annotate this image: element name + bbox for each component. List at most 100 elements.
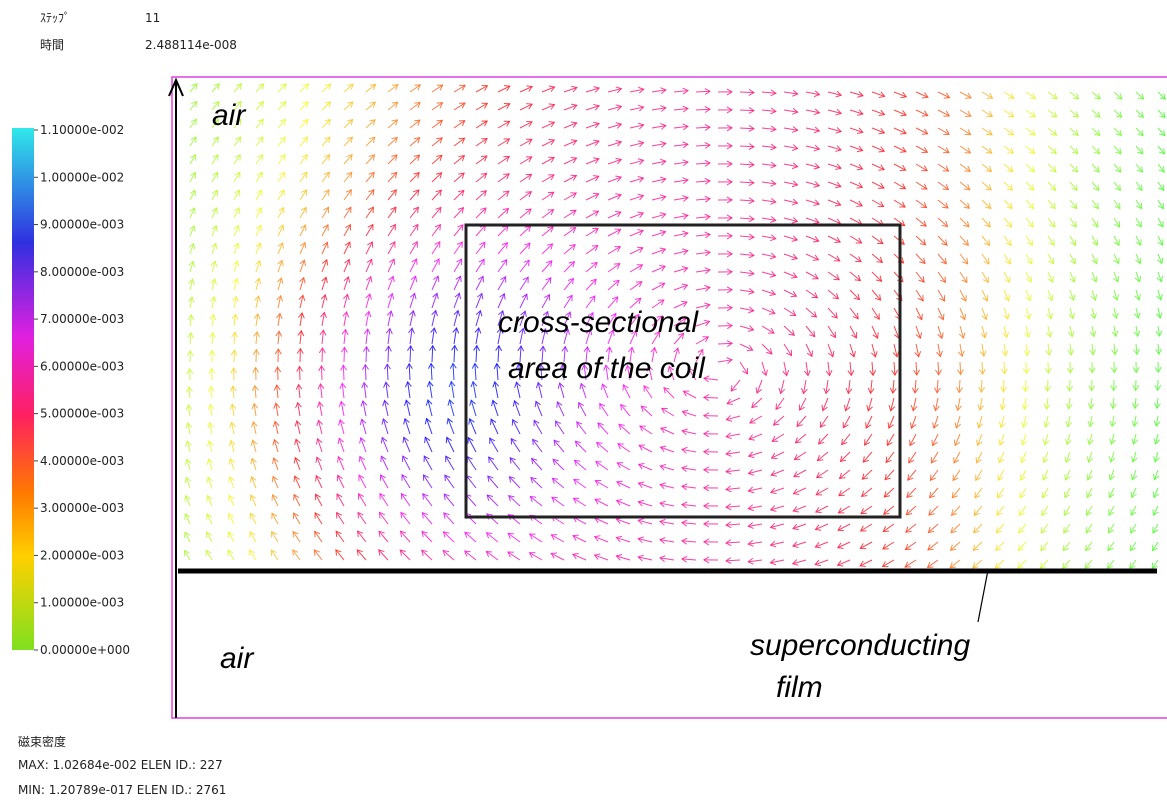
step-label: ｽﾃｯﾌﾟ (40, 11, 70, 25)
vector-head (250, 550, 255, 556)
vector-head (776, 404, 781, 410)
annotation: area of the coil (508, 352, 706, 385)
vector-head (235, 155, 240, 161)
time-value: 2.488114e-008 (145, 38, 237, 52)
vector (726, 560, 740, 561)
vector (960, 362, 961, 375)
colorbar-label: 1.00000e-002 (40, 170, 124, 184)
vector-head (481, 139, 487, 144)
vector (740, 164, 754, 165)
vector-head (1064, 527, 1069, 533)
annotation: film (776, 671, 823, 704)
vector-head (618, 444, 624, 449)
vector (432, 346, 433, 362)
vector-head (315, 531, 320, 537)
vector (321, 366, 322, 380)
vector (740, 110, 754, 111)
colorbar-label: 3.00000e-003 (40, 501, 124, 515)
vector (696, 91, 710, 92)
vector-head (965, 148, 971, 153)
vector (498, 346, 499, 362)
vector (454, 346, 455, 362)
vector-head (596, 462, 602, 467)
vector (299, 366, 300, 380)
vector-head (337, 513, 342, 519)
vector-head (943, 166, 949, 171)
colorbar-label: 0.00000e+000 (40, 643, 130, 657)
vector (740, 182, 754, 183)
colorbar-label: 1.10000e-002 (40, 123, 124, 137)
vector-head (423, 475, 428, 481)
vector-head (437, 103, 443, 108)
vector-head (271, 550, 276, 556)
vector-head (644, 386, 649, 392)
vector-head (467, 457, 472, 463)
vector-head (921, 184, 927, 189)
vector (475, 363, 476, 380)
vector (696, 127, 710, 128)
vector-head (414, 85, 420, 90)
vector-head (556, 421, 561, 427)
vector-head (1042, 509, 1047, 515)
vector (365, 365, 366, 380)
vector-head (1115, 203, 1120, 209)
vector-head (600, 404, 605, 410)
max-info: MAX: 1.02684e-002 ELEN ID.: 227 (18, 758, 223, 772)
min-info: MIN: 1.20789e-017 ELEN ID.: 2761 (18, 783, 226, 797)
vector (453, 363, 454, 380)
vector (431, 364, 432, 380)
plot-frame (172, 77, 1167, 718)
vector (1025, 380, 1026, 391)
vector-head (640, 426, 646, 431)
vector-head (508, 552, 514, 557)
vector-head (548, 192, 554, 197)
annotation: air (220, 642, 254, 675)
vector-head (1130, 545, 1135, 551)
vector (366, 347, 367, 362)
vector-head (855, 256, 861, 261)
vector (409, 364, 410, 380)
vector (696, 145, 710, 146)
vector-head (191, 137, 196, 143)
vector (981, 380, 982, 392)
colorbar-label: 6.00000e-003 (40, 359, 124, 373)
colorbar-label: 4.00000e-003 (40, 454, 124, 468)
vector (740, 146, 754, 147)
vector (740, 92, 754, 93)
vector-head (358, 513, 363, 519)
quantity: 磁束密度 (18, 734, 66, 749)
vector-head (865, 439, 870, 445)
time-label: 時間 (40, 38, 64, 52)
vector-head (526, 174, 532, 179)
vector (704, 397, 718, 398)
vector (387, 364, 388, 380)
vector-head (1093, 221, 1098, 227)
vector-head (279, 172, 284, 178)
vector-head (986, 130, 992, 135)
vector-head (839, 490, 845, 495)
vector-head (812, 292, 818, 297)
vector-head (368, 207, 373, 213)
screen: ｽﾃｯﾌﾟ 11 時間 2.488114e-008 air air cross-… (0, 0, 1167, 803)
vector-head (501, 260, 506, 266)
vector-head (213, 137, 218, 143)
vector-head (511, 439, 516, 445)
vector-head (1030, 93, 1036, 98)
annotation: air (212, 99, 246, 132)
vector-head (820, 421, 825, 427)
annotation: cross-sectional (498, 306, 699, 339)
vector (1003, 380, 1004, 392)
vector-head (817, 472, 823, 477)
colorbar-label: 5.00000e-003 (40, 407, 124, 421)
vector (938, 362, 939, 375)
vector-head (909, 457, 914, 463)
vector-head (795, 454, 801, 459)
vector-head (830, 332, 835, 338)
vector (1047, 380, 1048, 391)
vector-head (1027, 240, 1032, 246)
vector-head (1152, 563, 1157, 569)
vector-head (962, 277, 967, 283)
vector-head (874, 313, 879, 319)
colorbar-label: 9.00000e-003 (40, 218, 124, 232)
vector-head (1086, 527, 1091, 533)
